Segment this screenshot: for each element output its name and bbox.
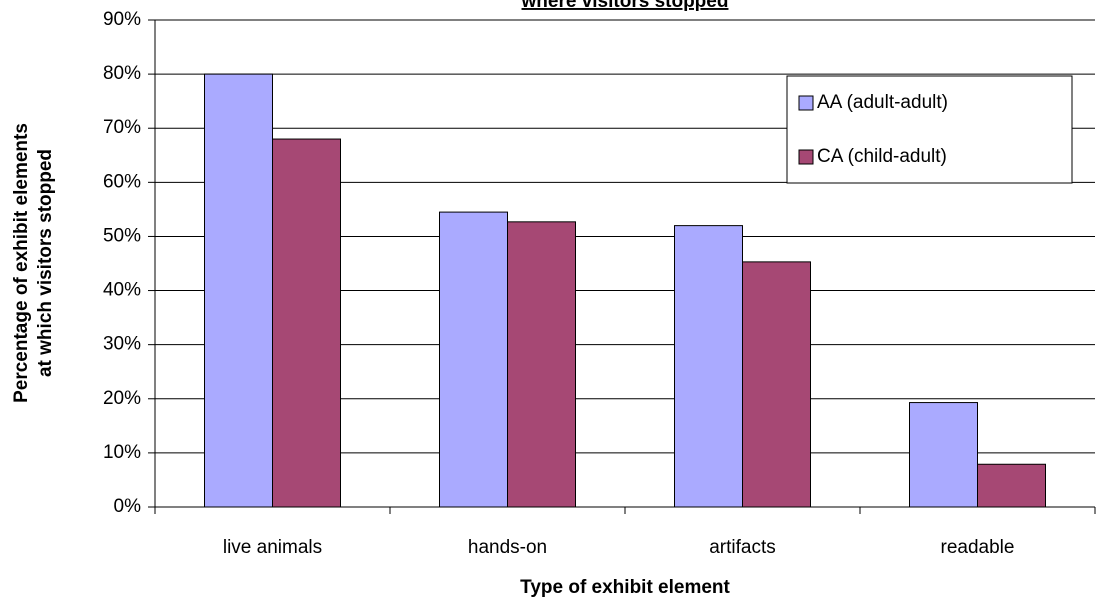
legend-label: AA (adult-adult): [817, 92, 948, 113]
y-tick-label: 10%: [103, 442, 141, 463]
x-tick-label: readable: [941, 537, 1015, 558]
y-tick-label: 30%: [103, 334, 141, 355]
y-tick-label: 50%: [103, 225, 141, 246]
x-tick-label: live animals: [223, 537, 322, 558]
x-tick-label: artifacts: [709, 537, 776, 558]
legend-box: [786, 75, 1073, 184]
bar: [674, 225, 743, 508]
bar: [204, 73, 273, 508]
bar: [272, 138, 341, 508]
y-tick-label: 90%: [103, 9, 141, 30]
y-axis-label: at which visitors stopped: [35, 149, 56, 377]
legend-swatch: [798, 95, 814, 111]
y-tick-label: 20%: [103, 388, 141, 409]
bar: [742, 261, 811, 508]
legend-label: CA (child-adult): [817, 146, 947, 167]
bar: [977, 463, 1046, 508]
y-tick-label: 60%: [103, 171, 141, 192]
y-tick-label: 0%: [114, 496, 142, 517]
y-tick-label: 70%: [103, 117, 141, 138]
legend-swatch: [798, 149, 814, 165]
y-tick-label: 80%: [103, 63, 141, 84]
y-tick-label: 40%: [103, 280, 141, 301]
bar: [507, 221, 576, 508]
bar: [909, 402, 978, 508]
bar: [439, 211, 508, 508]
y-axis-label: Percentage of exhibit elements: [11, 123, 32, 403]
x-tick-label: hands-on: [468, 537, 547, 558]
x-axis-label: Type of exhibit element: [520, 577, 730, 598]
chart-title: where visitors stopped: [521, 0, 729, 12]
